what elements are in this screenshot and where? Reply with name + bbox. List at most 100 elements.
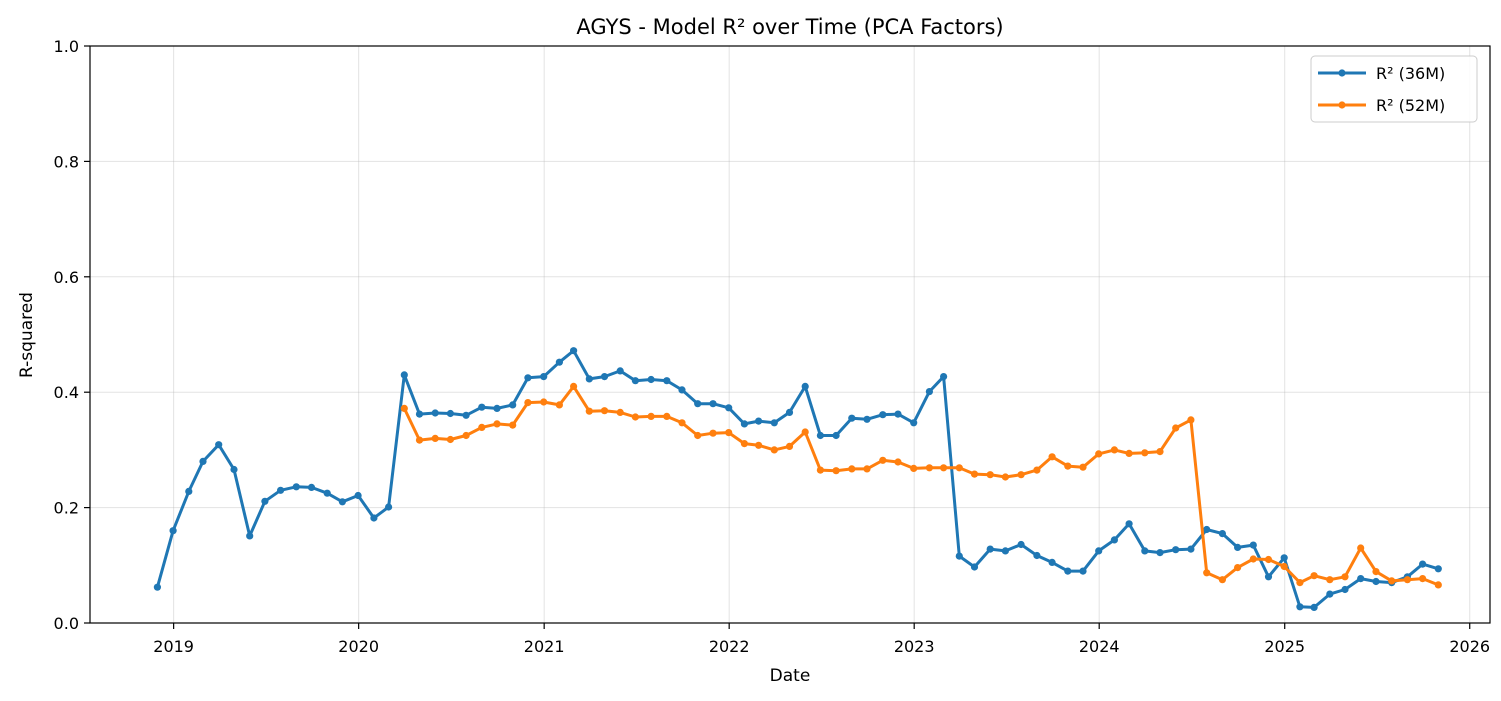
data-point	[570, 382, 578, 390]
x-tick-label: 2023	[894, 637, 935, 656]
x-tick-label: 2026	[1449, 637, 1490, 656]
data-point	[1172, 546, 1180, 554]
data-point	[770, 446, 778, 454]
data-point	[1434, 565, 1442, 573]
data-point	[848, 465, 856, 473]
data-point	[493, 420, 501, 428]
data-point	[215, 441, 223, 449]
data-point	[1079, 567, 1087, 575]
x-tick-label: 2021	[524, 637, 565, 656]
x-tick-label: 2020	[338, 637, 379, 656]
data-point	[647, 412, 655, 420]
data-point	[616, 367, 624, 375]
data-point	[740, 440, 749, 448]
x-tick-label: 2025	[1264, 637, 1305, 656]
data-point	[478, 403, 486, 411]
data-point	[1234, 564, 1242, 572]
data-point	[585, 375, 593, 383]
data-point	[509, 401, 517, 409]
data-point	[292, 483, 300, 491]
data-point	[755, 417, 763, 425]
legend-marker-52m	[1338, 101, 1346, 109]
data-point	[400, 371, 408, 379]
data-point	[1187, 416, 1195, 424]
data-point	[446, 435, 454, 444]
data-point	[678, 386, 686, 394]
y-tick-label: 0.0	[54, 614, 79, 633]
data-point	[1234, 543, 1242, 552]
data-point	[415, 410, 424, 418]
data-point	[663, 377, 671, 385]
legend-marker-36m	[1338, 69, 1346, 77]
x-tick-label: 2019	[153, 637, 194, 656]
data-point	[1249, 555, 1257, 563]
data-point	[1434, 581, 1442, 589]
data-point	[1079, 463, 1087, 471]
y-axis-label: R-squared	[17, 292, 37, 378]
data-point	[940, 373, 948, 381]
data-point	[1095, 450, 1103, 458]
data-point	[709, 429, 717, 437]
data-point	[400, 404, 408, 412]
data-point	[462, 431, 470, 440]
plot-frame	[89, 45, 1491, 624]
data-point	[755, 441, 763, 449]
data-point	[1310, 572, 1318, 580]
legend-label-52m: R² (52M)	[1376, 96, 1445, 115]
data-point	[185, 487, 193, 495]
data-point	[1249, 541, 1257, 549]
data-point	[879, 456, 887, 464]
series-line	[155, 349, 1440, 609]
data-point	[1141, 547, 1149, 555]
data-point	[816, 466, 825, 474]
data-point	[694, 400, 702, 408]
series-2	[400, 382, 1442, 589]
data-point	[894, 458, 902, 466]
data-point	[955, 552, 963, 560]
data-point	[678, 419, 686, 427]
data-point	[1388, 577, 1396, 585]
data-point	[1218, 530, 1226, 538]
legend: R² (36M) R² (52M)	[1310, 55, 1478, 123]
x-axis-label: Date	[770, 666, 811, 686]
data-point	[431, 409, 439, 417]
data-point	[277, 486, 285, 494]
data-point	[647, 375, 655, 384]
data-point	[616, 408, 624, 416]
data-point	[307, 483, 316, 491]
data-point	[540, 398, 548, 406]
y-tick-label: 0.2	[54, 499, 79, 518]
data-point	[863, 465, 871, 473]
data-point	[493, 404, 501, 412]
data-point	[925, 464, 934, 472]
y-tick-label: 0.8	[54, 152, 79, 171]
data-point	[785, 442, 794, 450]
data-point	[663, 412, 671, 420]
data-point	[940, 464, 948, 472]
data-point	[1033, 466, 1041, 474]
data-point	[1310, 603, 1318, 612]
data-point	[631, 413, 640, 421]
data-point	[709, 400, 717, 408]
data-point	[446, 409, 454, 418]
data-point	[785, 408, 794, 416]
data-point	[879, 411, 887, 419]
data-point	[1017, 540, 1025, 549]
data-point	[1326, 576, 1334, 584]
data-point	[462, 411, 470, 419]
data-point	[585, 407, 593, 415]
data-point	[986, 545, 994, 553]
data-point	[1064, 462, 1072, 470]
data-point	[1172, 424, 1180, 432]
data-point	[246, 532, 254, 540]
data-point	[1280, 554, 1288, 562]
data-point	[1419, 560, 1427, 568]
data-point	[1326, 590, 1334, 598]
data-point	[955, 464, 963, 472]
data-point	[801, 428, 809, 436]
data-point	[910, 464, 918, 472]
data-point	[1141, 449, 1149, 457]
data-point	[385, 503, 393, 511]
data-point	[740, 420, 749, 428]
data-point	[1048, 453, 1056, 461]
